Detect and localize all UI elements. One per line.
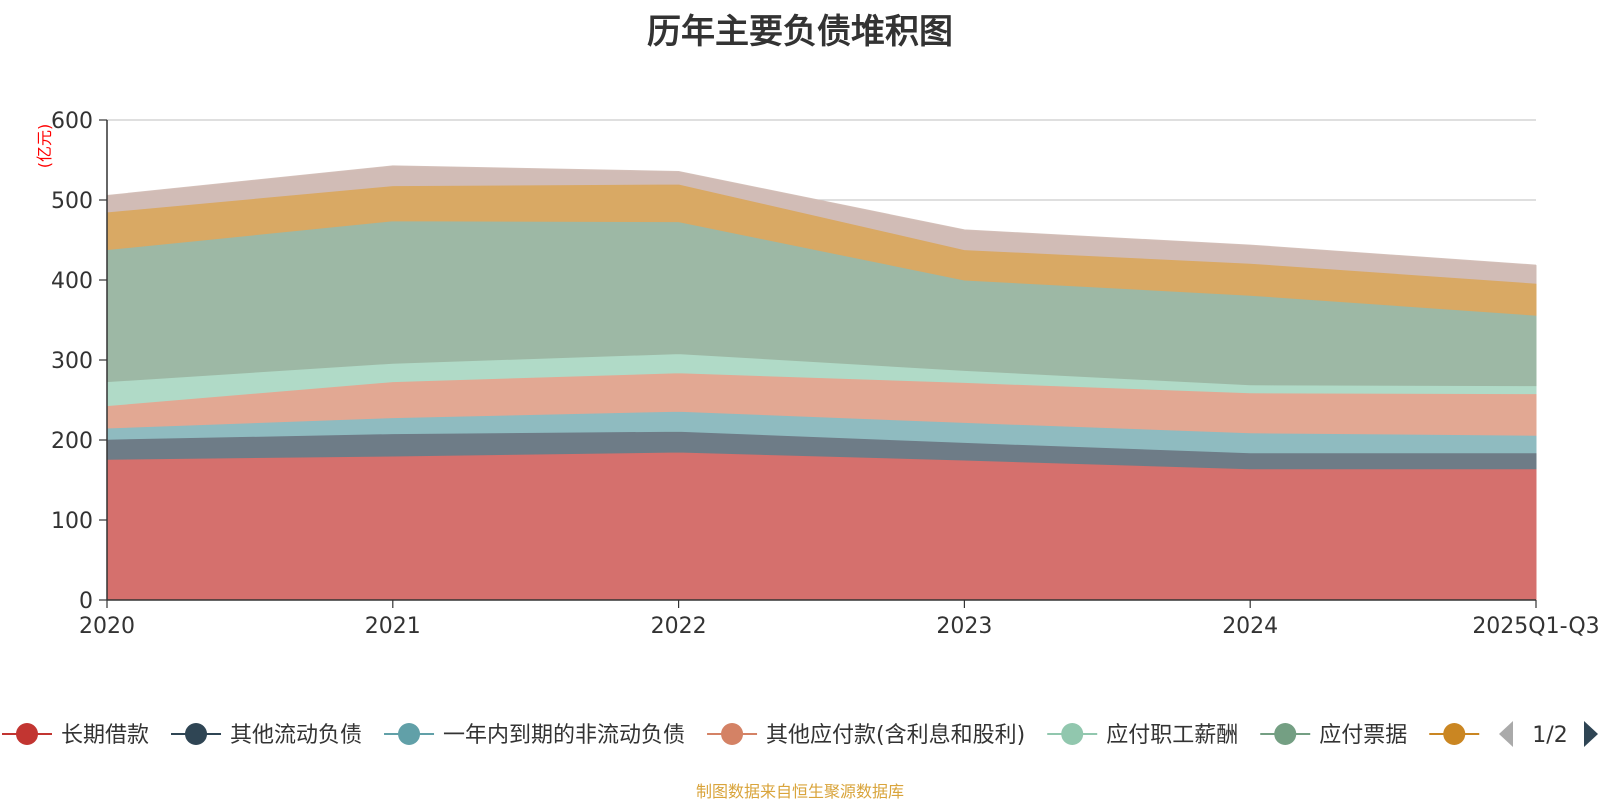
legend-marker	[1061, 723, 1084, 745]
legend-label: 长期借款	[61, 723, 149, 748]
legend-marker	[16, 723, 38, 745]
x-tick-label: 2022	[651, 614, 707, 639]
y-tick-label: 500	[51, 189, 93, 214]
y-tick-label: 0	[79, 589, 93, 614]
y-tick-label: 200	[51, 429, 93, 454]
legend-marker	[398, 723, 421, 745]
legend-label: 其他流动负债	[230, 723, 362, 748]
chart-title: 历年主要负债堆积图	[647, 12, 953, 52]
legend-marker	[1274, 723, 1297, 745]
legend-next-page-icon[interactable]	[1584, 721, 1598, 747]
x-tick-label: 2025Q1-Q3	[1472, 614, 1599, 639]
legend-label: 应付票据	[1319, 723, 1407, 748]
y-tick-label: 400	[51, 269, 93, 294]
legend-label: 其他应付款(含利息和股利)	[766, 723, 1025, 748]
area-series-1	[106, 451, 1537, 601]
legend-item-1[interactable]: 长期借款	[2, 723, 149, 748]
legend-item-6[interactable]: 应付票据	[1260, 723, 1407, 748]
legend-label: 应付职工薪酬	[1106, 723, 1238, 748]
legend-item-7[interactable]: 应付账款	[1429, 723, 1576, 748]
y-axis-unit-label: (亿元)	[35, 124, 54, 169]
legend-marker	[721, 723, 744, 745]
x-tick-label: 2021	[365, 614, 421, 639]
legend-marker	[1443, 723, 1466, 745]
x-tick-label: 2020	[79, 614, 135, 639]
y-tick-label: 300	[51, 349, 93, 374]
x-tick-label: 2023	[936, 614, 992, 639]
legend-item-5[interactable]: 应付职工薪酬	[1047, 723, 1238, 748]
legend-label: 一年内到期的非流动负债	[443, 723, 685, 748]
legend: 长期借款 其他流动负债 一年内到期的非流动负债 其他应付款(含利息和股利) 应付职工薪酬…	[2, 721, 1598, 748]
legend-item-4[interactable]: 其他应付款(含利息和股利)	[707, 723, 1025, 748]
legend-items: 长期借款 其他流动负债 一年内到期的非流动负债 其他应付款(含利息和股利) 应付职工薪酬…	[2, 723, 1576, 748]
y-tick-label: 600	[51, 109, 93, 134]
area-edge-8	[106, 165, 1537, 267]
area-series	[106, 165, 1537, 601]
legend-item-3[interactable]: 一年内到期的非流动负债	[384, 723, 685, 748]
legend-marker	[185, 723, 208, 745]
axes: 0 100 200 300 400 500 600 2020 2021 2022 2023 2024 2…	[35, 109, 1600, 639]
legend-prev-page-icon[interactable]	[1499, 721, 1513, 747]
legend-item-2[interactable]: 其他流动负债	[171, 723, 362, 748]
legend-page-indicator: 1/2	[1532, 723, 1567, 748]
legend-pager: 1/2	[1499, 721, 1598, 748]
x-tick-label: 2024	[1222, 614, 1278, 639]
y-tick-label: 100	[51, 509, 93, 534]
data-source-note: 制图数据来自恒生聚源数据库	[695, 782, 904, 801]
